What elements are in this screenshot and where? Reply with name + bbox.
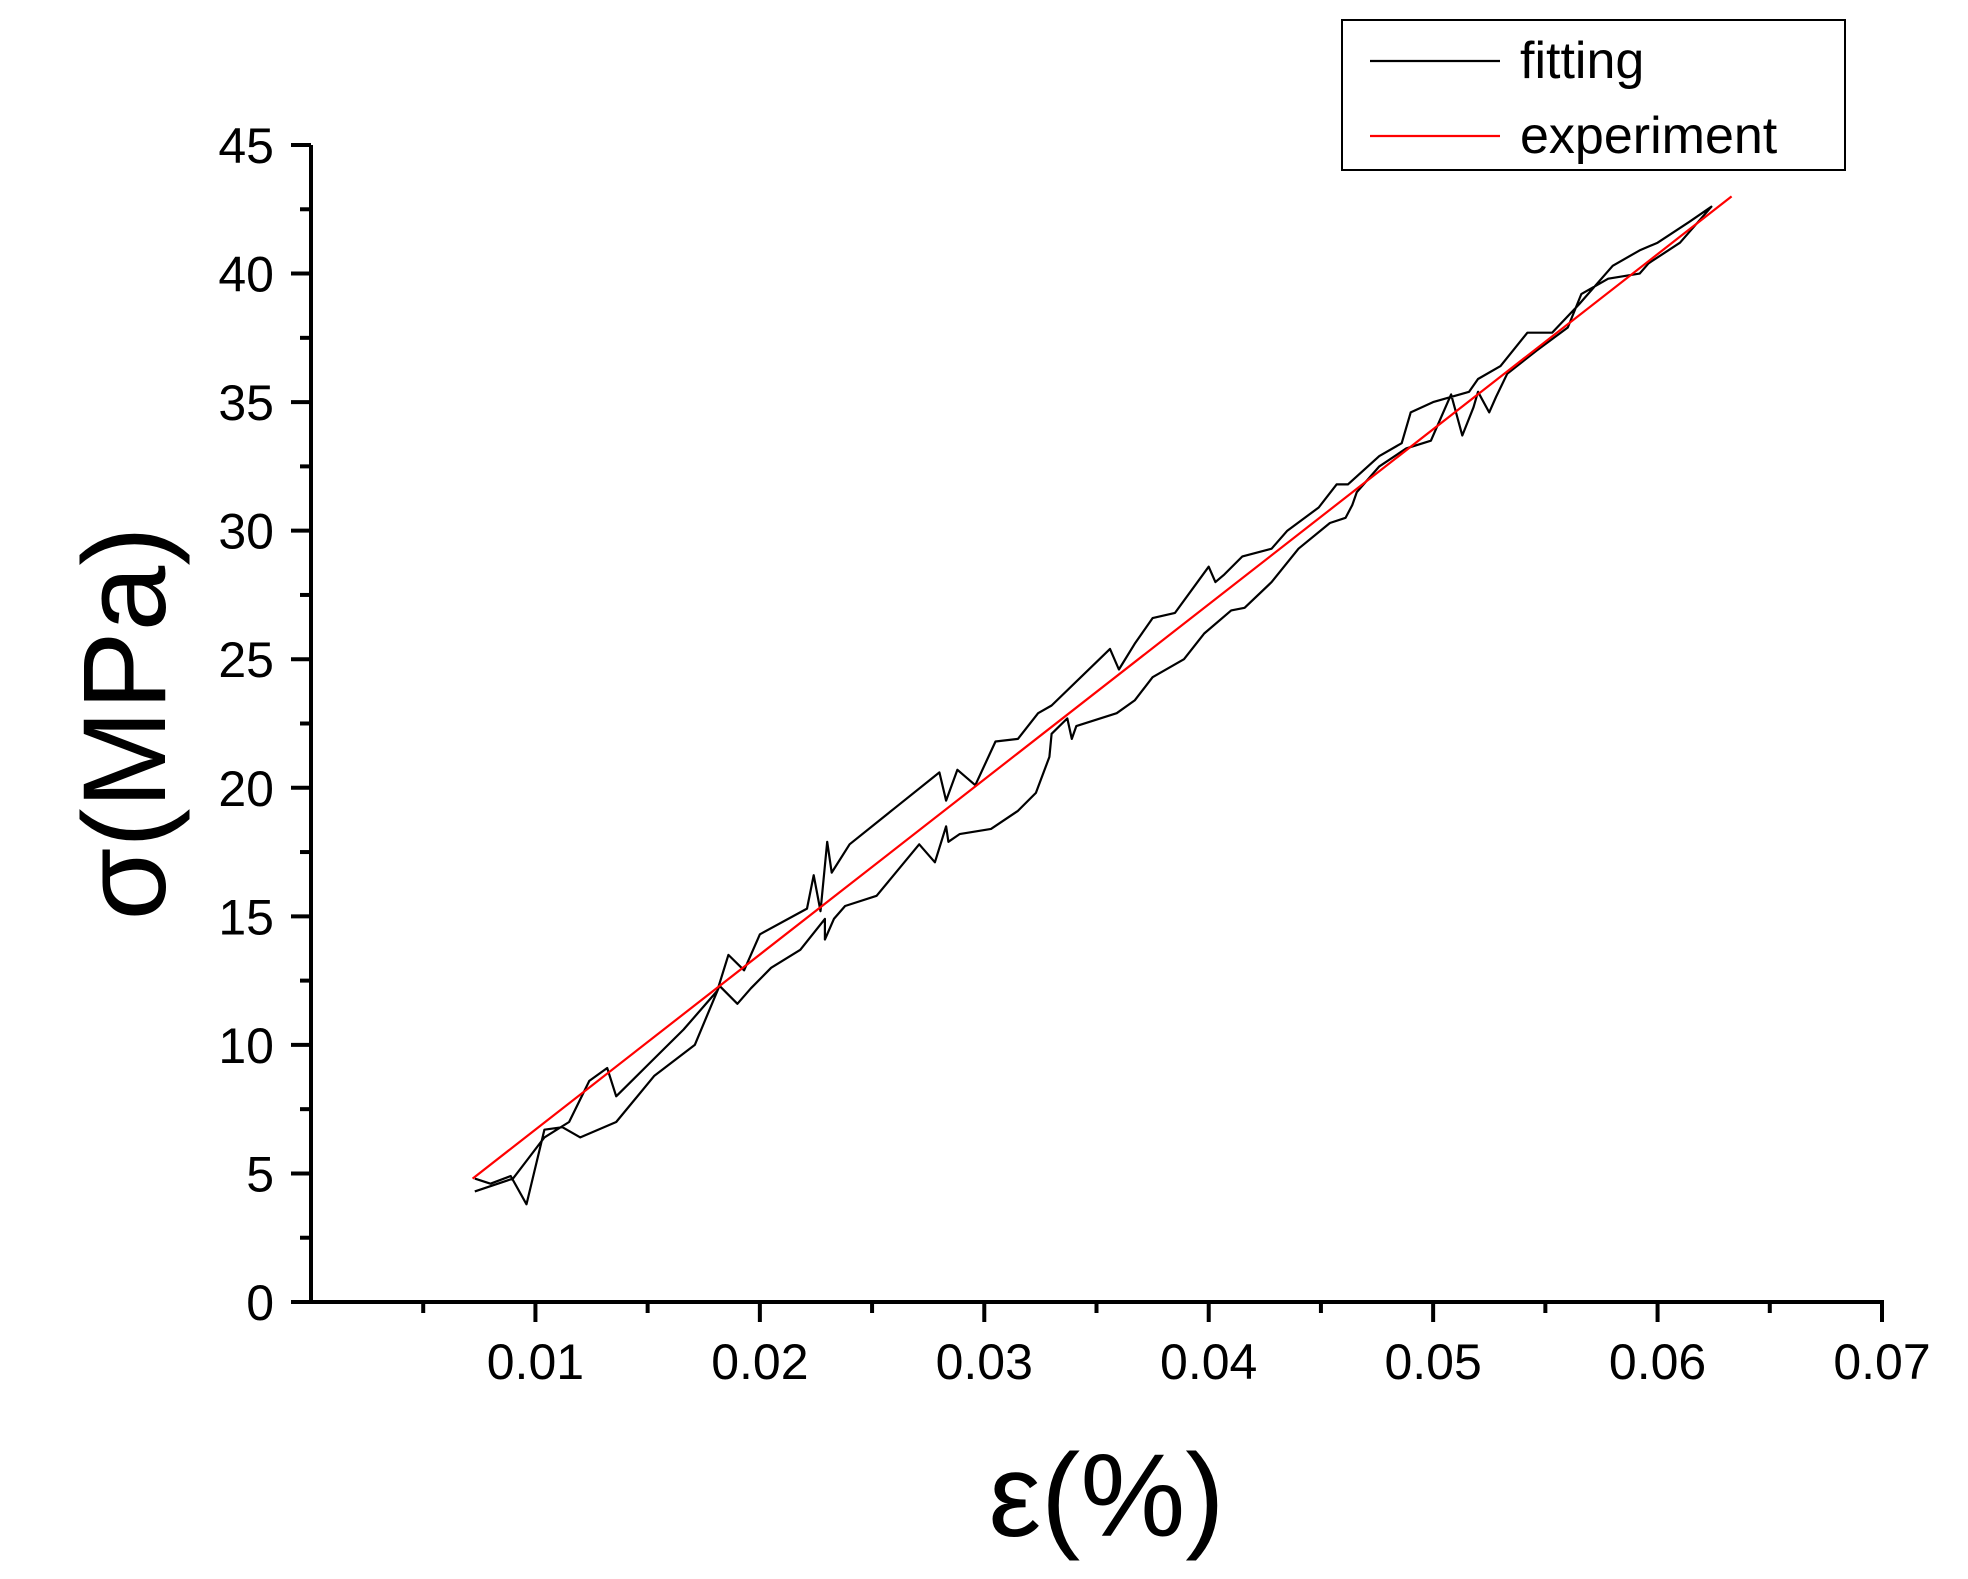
y-tick-label: 35: [218, 375, 274, 431]
y-tick-label: 15: [218, 889, 274, 945]
experiment-series-line: [471, 195, 1733, 1180]
plot-area: [471, 195, 1733, 1206]
x-axis-ticks: 0.01 0.02 0.03 0.04 0.05 0.06 0.07: [421, 1302, 1931, 1390]
x-tick-label: 0.03: [936, 1334, 1033, 1390]
y-tick-label: 20: [218, 761, 274, 817]
y-axis-title: σ(MPa): [59, 526, 191, 920]
legend-label-experiment: experiment: [1520, 107, 1778, 165]
fitting-series-line: [474, 205, 1713, 1206]
x-tick-label: 0.04: [1160, 1334, 1257, 1390]
y-tick-label: 40: [218, 247, 274, 303]
y-tick-label: 0: [246, 1275, 274, 1331]
x-tick-label: 0.07: [1833, 1334, 1930, 1390]
y-tick-label: 10: [218, 1018, 274, 1074]
x-tick-label: 0.06: [1609, 1334, 1706, 1390]
x-tick-label: 0.05: [1384, 1334, 1481, 1390]
y-tick-label: 45: [218, 118, 274, 174]
x-axis-title: ε(%): [988, 1430, 1224, 1562]
legend-label-fitting: fitting: [1520, 32, 1644, 90]
x-tick-label: 0.01: [487, 1334, 584, 1390]
legend: fitting experiment: [1341, 19, 1846, 171]
y-axis-ticks: 0 5 10 15 20 25 30 35 40 45: [218, 118, 311, 1331]
x-tick-label: 0.02: [711, 1334, 808, 1390]
y-tick-label: 5: [246, 1146, 274, 1202]
legend-box: [1341, 19, 1846, 171]
y-tick-label: 25: [218, 632, 274, 688]
y-tick-label: 30: [218, 504, 274, 560]
